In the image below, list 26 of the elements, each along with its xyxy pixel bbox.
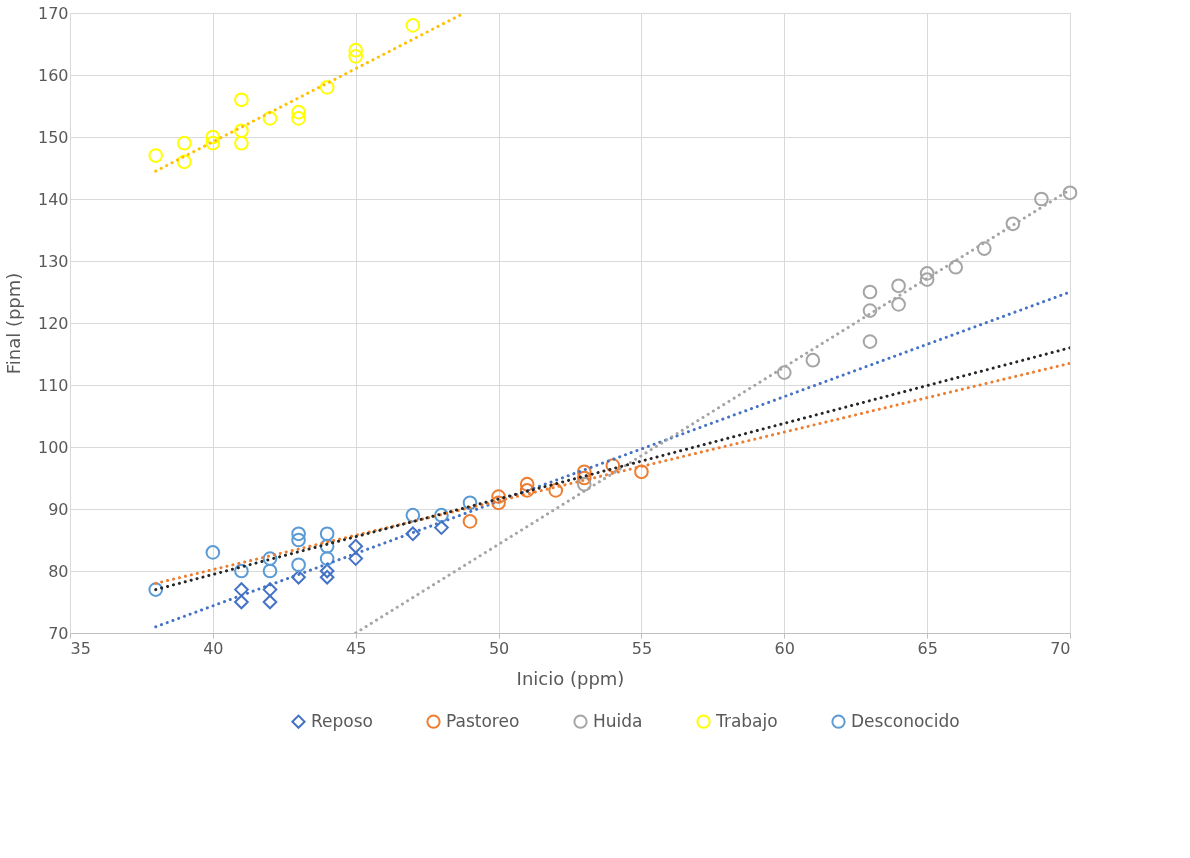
legend-label: Huida bbox=[593, 710, 643, 731]
y-tick-label: 120 bbox=[37, 313, 69, 333]
y-tick-label: 150 bbox=[37, 127, 69, 147]
y-tick-label: 100 bbox=[37, 437, 69, 457]
legend-label: Desconocido bbox=[851, 710, 960, 731]
y-tick-label: 130 bbox=[37, 251, 69, 271]
x-axis-title: Inicio (ppm) bbox=[516, 667, 625, 689]
x-tick-label: 50 bbox=[488, 638, 510, 658]
legend-label: Trabajo bbox=[715, 710, 778, 731]
y-tick-label: 170 bbox=[37, 3, 69, 23]
y-tick-label: 110 bbox=[37, 375, 69, 395]
y-tick-label: 80 bbox=[48, 561, 69, 581]
legend-label: Pastoreo bbox=[446, 710, 520, 731]
x-tick-label: 35 bbox=[70, 638, 91, 658]
x-tick-label: 55 bbox=[631, 638, 653, 658]
x-tick-label: 65 bbox=[917, 638, 938, 658]
y-axis-title: Final (ppm) bbox=[2, 272, 24, 375]
x-tick-label: 40 bbox=[203, 638, 224, 658]
y-tick-label: 160 bbox=[37, 65, 69, 85]
legend-label: Reposo bbox=[311, 710, 373, 731]
x-tick-label: 60 bbox=[774, 638, 795, 658]
y-tick-label: 70 bbox=[48, 623, 69, 643]
y-tick-label: 140 bbox=[37, 189, 69, 209]
x-tick-label: 70 bbox=[1050, 638, 1071, 658]
x-tick-label: 45 bbox=[346, 638, 367, 658]
y-tick-label: 90 bbox=[48, 499, 69, 519]
